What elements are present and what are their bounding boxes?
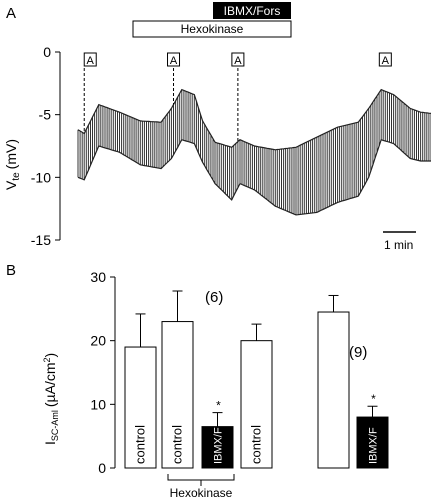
panel-a-y-tick-label: -10 (31, 169, 51, 185)
hexokinase-group-label: Hexokinase (170, 486, 233, 500)
bar-category-label: control (133, 425, 148, 464)
n-label-6: (6) (205, 289, 223, 306)
bar-category-label: control (170, 425, 185, 464)
current-bar (356, 416, 389, 469)
significance-asterisk: * (216, 399, 221, 413)
panel-b-y-axis-label: ISC-Aml(µA/cm2) (42, 353, 60, 445)
current-bar (201, 426, 234, 469)
hexokinase-bar-label: Hexokinase (181, 22, 244, 36)
panel-b-y-tick-label: 30 (90, 269, 106, 285)
bar-category-label: IBMX/F (213, 427, 225, 464)
amiloride-marker-label: A (234, 55, 242, 67)
amiloride-marker-box (167, 52, 181, 67)
amiloride-marker-box (83, 52, 97, 67)
amiloride-marker-box (231, 52, 245, 67)
panel-a-y-tick-label: -15 (31, 232, 51, 248)
voltage-trace-vertical-deflections (77, 89, 431, 215)
voltage-trace-upper-envelope (77, 88, 431, 151)
bar-category-label: IBMX/F (368, 427, 380, 464)
panel-a-label: A (6, 5, 16, 22)
hexokinase-bracket (167, 474, 235, 481)
amiloride-marker-box (378, 52, 392, 67)
panel-b-y-tick-label: 20 (90, 333, 106, 349)
panel-b-label: B (6, 262, 16, 279)
panel-b-y-tick-label: 0 (98, 460, 106, 476)
n-label-9: (9) (349, 344, 367, 361)
panel-b-y-tick-label: 10 (90, 396, 106, 412)
current-bar (161, 321, 194, 469)
ibmx-fors-bar-label: IBMX/Fors (224, 4, 281, 18)
amiloride-marker-label: A (170, 55, 178, 67)
hexokinase-bar (132, 20, 292, 38)
panel-a-voltage-trace: A IBMX/Fors Hexokinase 0 -5 -10 -15 Vte(mV)… (3, 2, 431, 252)
bar-category-label: control (249, 425, 264, 464)
time-scale-bar-label: 1 min (384, 238, 413, 252)
voltage-trace (77, 88, 431, 216)
amiloride-marker-label: A (382, 55, 390, 67)
voltage-trace-lower-envelope (77, 138, 431, 216)
amiloride-marker-label: A (87, 55, 95, 67)
ibmx-fors-bar (213, 2, 291, 19)
current-bar (124, 346, 157, 469)
significance-asterisk: * (371, 392, 376, 406)
panel-a-y-tick-label: -5 (39, 107, 52, 123)
current-bar (317, 311, 350, 469)
panel-a-y-tick-label: 0 (43, 44, 51, 60)
current-bar (240, 340, 273, 469)
panel-a-y-axis-label: Vte(mV) (3, 139, 22, 190)
panel-b-current-bars: B 0 10 20 30 ISC-Aml(µA/cm2) control control… (6, 262, 389, 500)
